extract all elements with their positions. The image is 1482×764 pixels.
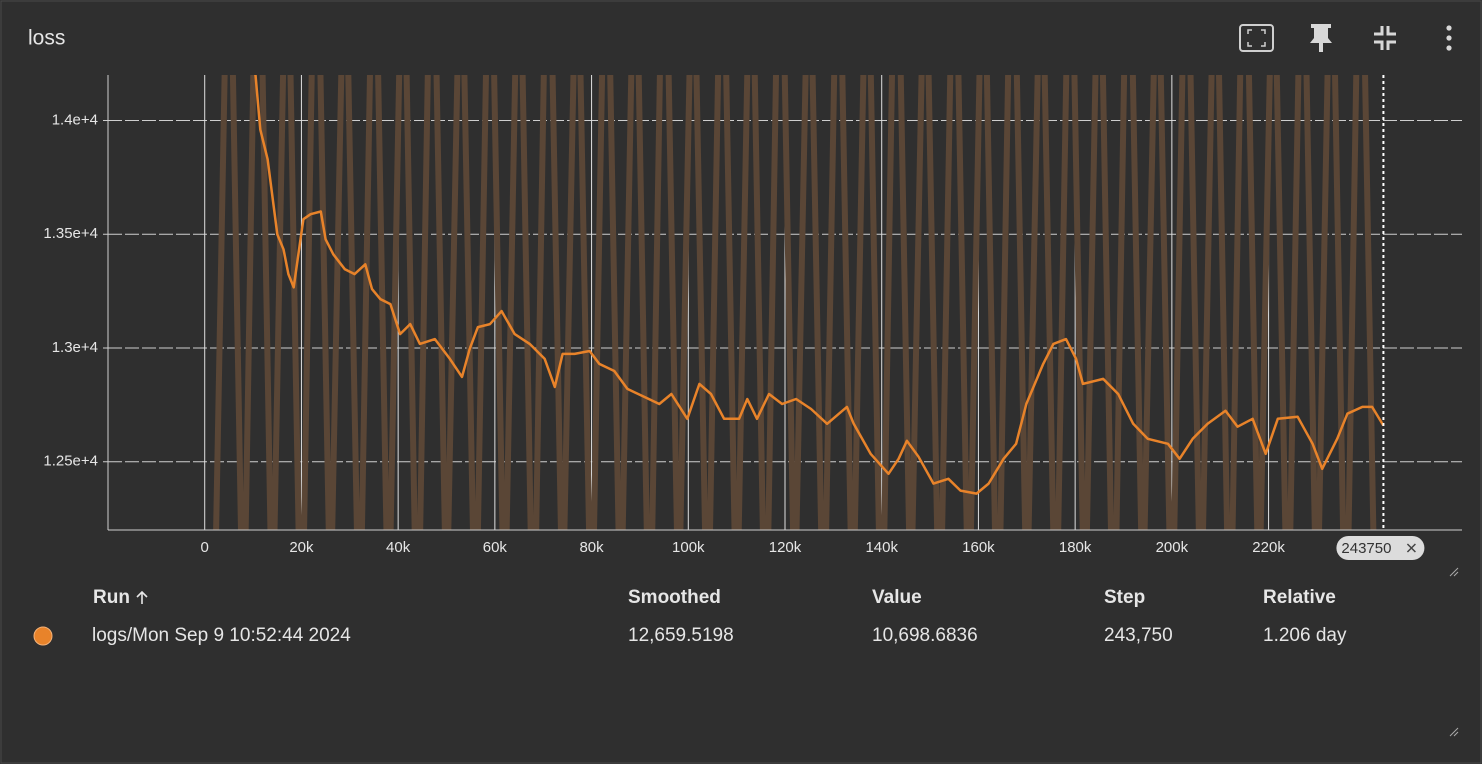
- table-cell: 10,698.6836: [872, 625, 978, 646]
- y-tick-label: 1.4e+4: [52, 111, 98, 128]
- smoothed-line: [253, 75, 1385, 495]
- x-tick-label: 100k: [672, 539, 705, 556]
- collapse-button[interactable]: [1374, 26, 1396, 50]
- run-color-dot: [33, 626, 53, 646]
- sort-arrow: [136, 590, 148, 604]
- x-tick-label: 80k: [579, 539, 604, 556]
- x-tick-label: 40k: [386, 539, 411, 556]
- column-header: Step: [1104, 587, 1145, 608]
- cursor-label: 243750: [1341, 540, 1391, 557]
- y-tick-label: 1.25e+4: [43, 453, 98, 470]
- raw-line: [213, 75, 1377, 530]
- menu-button[interactable]: [1446, 25, 1452, 51]
- x-tick-label: 200k: [1156, 539, 1189, 556]
- panel-title: loss: [28, 27, 65, 50]
- table-cell: 243,750: [1104, 625, 1173, 646]
- x-tick-label: 220k: [1252, 539, 1285, 556]
- cursor-close: [1406, 543, 1416, 553]
- table-cell: 1.206 day: [1263, 625, 1347, 646]
- y-tick-label: 1.3e+4: [52, 339, 98, 356]
- table-cell: logs/Mon Sep 9 10:52:44 2024: [92, 625, 351, 646]
- x-tick-label: 60k: [483, 539, 508, 556]
- fit-button[interactable]: [1239, 24, 1274, 52]
- table-cell: 12,659.5198: [628, 625, 734, 646]
- x-tick-label: 120k: [769, 539, 802, 556]
- x-tick-label: 160k: [962, 539, 995, 556]
- x-tick-label: 180k: [1059, 539, 1092, 556]
- column-header: Run: [93, 587, 130, 608]
- resize-handle[interactable]: [1449, 567, 1459, 577]
- axis-labels: 1.25e+4 1.3e+4 1.35e+4 1.4e+4 0 20k 40k 60k 80k 1…: [43, 75, 1425, 560]
- x-tick-label: 20k: [289, 539, 314, 556]
- plot-area: [213, 75, 1385, 530]
- y-tick-label: 1.35e+4: [43, 225, 98, 242]
- column-header: Value: [872, 587, 922, 608]
- x-tick-label: 140k: [865, 539, 898, 556]
- resize-handle[interactable]: [1449, 727, 1459, 737]
- cursor-chip: [1336, 536, 1425, 560]
- column-header: Smoothed: [628, 587, 721, 608]
- x-tick-label: 0: [201, 539, 209, 556]
- column-header: Relative: [1263, 587, 1336, 608]
- run-table: Run Smoothed Value Step Relative logs/Mon Sep…: [33, 587, 1347, 646]
- pin-button[interactable]: [1310, 24, 1332, 52]
